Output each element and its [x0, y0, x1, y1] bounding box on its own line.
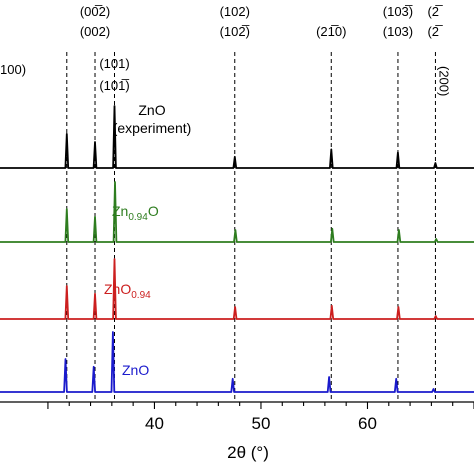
x-axis: 40 50 60 2θ (°) [0, 401, 474, 462]
series-line [0, 181, 474, 243]
series-label: ZnO [138, 102, 165, 118]
peak-label: (102) [220, 4, 250, 19]
series-label: ZnO0.94 [104, 281, 151, 301]
peak-label: (002) [80, 24, 110, 39]
peak-label: (00̅2) [80, 4, 110, 19]
series-label: (experiment) [113, 120, 192, 136]
x-axis-label: 2θ (°) [227, 443, 269, 462]
series-labels: ZnO (experiment) Zn0.94O ZnO0.94 ZnO [104, 102, 191, 378]
x-tick-label: 40 [145, 414, 164, 433]
peak-label: 100) [0, 62, 26, 77]
peak-label: (101̅) [99, 78, 129, 93]
x-tick-label: 50 [252, 414, 271, 433]
reference-lines [66, 52, 436, 402]
series-line [0, 331, 474, 393]
peak-label: (103) [383, 24, 413, 39]
peak-labels: (00̅2) (002) (101) (101̅) (102) (102̅) (21̅0) (… [0, 4, 451, 96]
series-label: ZnO [122, 362, 149, 378]
series-line [0, 258, 474, 320]
peak-label: (2̅ [427, 4, 443, 19]
peak-label: (21̅0) [316, 24, 346, 39]
peak-label: (2̅ [427, 24, 443, 39]
peak-label: (200) [436, 66, 451, 96]
peak-label: (102̅) [220, 24, 250, 39]
series-traces [0, 105, 474, 393]
peak-label: (101) [99, 56, 129, 71]
series-line [0, 105, 474, 169]
series-label: Zn0.94O [112, 203, 159, 223]
peak-label: (103̅) [383, 4, 413, 19]
x-tick-label: 60 [358, 414, 377, 433]
